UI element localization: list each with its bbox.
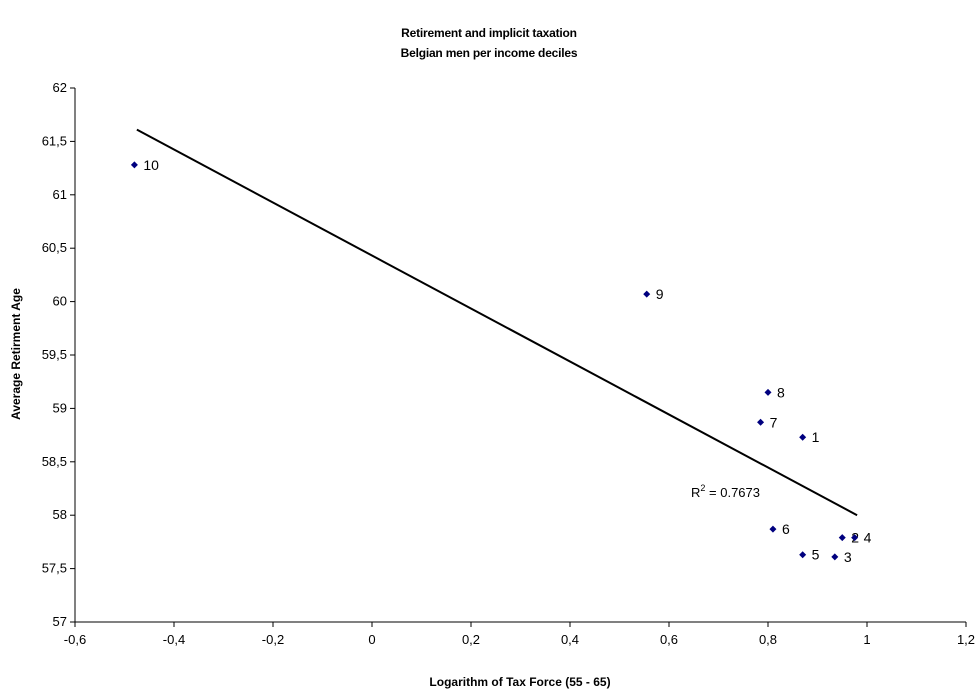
y-tick-label: 58 bbox=[53, 507, 67, 522]
chart-subtitle: Belgian men per income deciles bbox=[400, 46, 578, 60]
data-point-marker bbox=[831, 553, 839, 561]
data-point-marker bbox=[799, 433, 807, 441]
chart-title: Retirement and implicit taxation bbox=[401, 26, 577, 40]
data-point-label: 10 bbox=[143, 157, 159, 173]
data-point-label: 7 bbox=[770, 414, 778, 430]
x-tick-label: 1 bbox=[863, 632, 870, 647]
x-tick-label: 0,4 bbox=[561, 632, 579, 647]
x-tick-label: -0,4 bbox=[163, 632, 185, 647]
data-point-marker bbox=[769, 525, 777, 533]
y-tick-label: 57,5 bbox=[42, 561, 67, 576]
data-points: 12345678910 bbox=[130, 157, 872, 565]
data-point-label: 1 bbox=[812, 429, 820, 445]
data-point-marker bbox=[838, 534, 846, 542]
y-tick-label: 62 bbox=[53, 80, 67, 95]
trendline bbox=[136, 128, 858, 517]
data-point-label: 9 bbox=[656, 286, 664, 302]
data-point-label: 4 bbox=[864, 530, 872, 546]
x-tick-label: 0,2 bbox=[462, 632, 480, 647]
data-point-marker bbox=[757, 418, 765, 426]
x-tick-label: -0,6 bbox=[64, 632, 86, 647]
data-point-marker bbox=[130, 161, 138, 169]
y-tick-label: 57 bbox=[53, 614, 67, 629]
data-point-label: 5 bbox=[812, 547, 820, 563]
trendline-group: R2 = 0.7673 bbox=[136, 128, 858, 517]
y-tick-label: 59,5 bbox=[42, 347, 67, 362]
x-tick-label: 1,2 bbox=[957, 632, 975, 647]
data-point-marker bbox=[851, 534, 859, 542]
y-tick-label: 61 bbox=[53, 187, 67, 202]
x-tick-label: 0,6 bbox=[660, 632, 678, 647]
data-point-marker bbox=[643, 290, 651, 298]
y-tick-label: 58,5 bbox=[42, 454, 67, 469]
x-tick-label: -0,2 bbox=[262, 632, 284, 647]
y-tick-label: 61,5 bbox=[42, 133, 67, 148]
y-tick-label: 59 bbox=[53, 400, 67, 415]
x-axis-title: Logarithm of Tax Force (55 - 65) bbox=[429, 675, 610, 689]
y-axis-title: Average Retirment Age bbox=[9, 288, 23, 420]
y-tick-label: 60,5 bbox=[42, 240, 67, 255]
data-point-label: 3 bbox=[844, 549, 852, 565]
data-point-label: 8 bbox=[777, 384, 785, 400]
x-tick-label: 0 bbox=[368, 632, 375, 647]
data-point-marker bbox=[799, 551, 807, 559]
data-point-marker bbox=[764, 388, 772, 396]
x-tick-label: 0,8 bbox=[759, 632, 777, 647]
r-squared-label: R2 = 0.7673 bbox=[691, 483, 760, 500]
y-tick-label: 60 bbox=[53, 294, 67, 309]
data-point-label: 6 bbox=[782, 521, 790, 537]
